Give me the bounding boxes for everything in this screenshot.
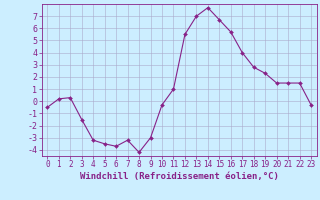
X-axis label: Windchill (Refroidissement éolien,°C): Windchill (Refroidissement éolien,°C) bbox=[80, 172, 279, 181]
